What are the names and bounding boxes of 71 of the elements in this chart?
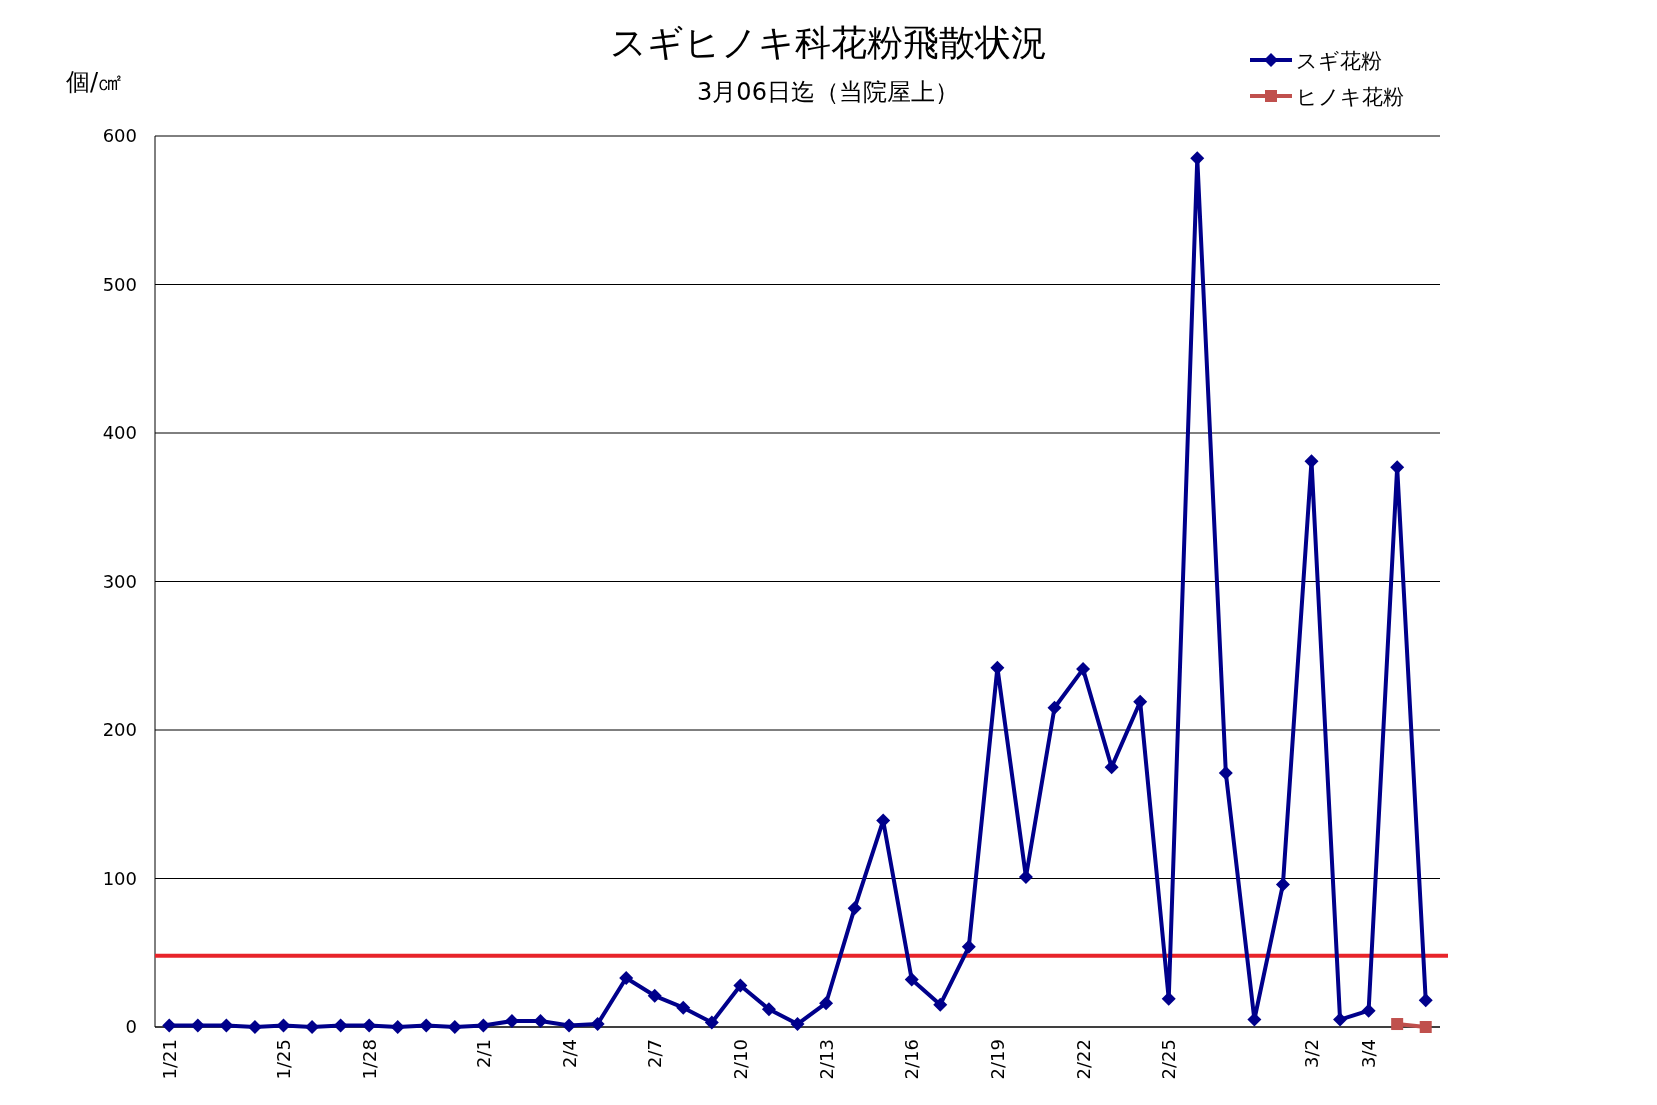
chart-title: スギヒノキ科花粉飛散状況	[609, 22, 1047, 63]
x-tick-label: 2/10	[729, 1039, 751, 1080]
point	[619, 971, 634, 985]
point	[504, 1014, 519, 1029]
point	[305, 1020, 320, 1034]
x-tick-label: 2/13	[815, 1039, 837, 1080]
point	[1361, 1003, 1376, 1018]
point	[1047, 700, 1062, 715]
point	[790, 1017, 805, 1032]
point	[1104, 760, 1119, 775]
x-tick-label: 3/4	[1358, 1039, 1380, 1068]
x-tick-label: 2/4	[558, 1039, 580, 1068]
point	[961, 939, 976, 954]
y-tick-label: 0	[125, 1016, 137, 1037]
point	[1304, 454, 1319, 469]
point	[362, 1018, 377, 1033]
point	[1418, 993, 1433, 1008]
x-tick-label: 1/28	[358, 1039, 380, 1080]
point	[447, 1020, 462, 1034]
point	[1391, 1018, 1404, 1031]
point	[990, 660, 1005, 675]
x-tick-label: 2/25	[1158, 1039, 1180, 1080]
x-tick-label: 2/19	[986, 1039, 1008, 1080]
x-tick-label: 1/21	[158, 1039, 180, 1080]
y-tick-label: 100	[102, 867, 137, 889]
point	[647, 988, 662, 1003]
y-tick-label: 600	[102, 125, 137, 146]
x-tick-label: 2/16	[901, 1039, 923, 1080]
y-tick-label: 300	[102, 570, 137, 592]
point	[1076, 662, 1091, 677]
point	[276, 1018, 291, 1033]
legend-label: ヒノキ花粉	[1296, 85, 1404, 109]
x-tick-label: 2/22	[1072, 1039, 1094, 1080]
point	[162, 1018, 177, 1033]
point	[533, 1014, 548, 1029]
x-tick-label: 1/25	[273, 1039, 294, 1080]
point	[190, 1018, 205, 1033]
point	[562, 1018, 577, 1033]
point	[390, 1020, 405, 1034]
point	[933, 997, 948, 1012]
point	[1161, 991, 1176, 1006]
chart-subtitle: 3月06日迄（当院屋上）	[697, 78, 959, 106]
point	[1218, 766, 1233, 781]
point	[904, 972, 919, 987]
legend-label: スギ花粉	[1296, 49, 1382, 73]
point	[333, 1018, 348, 1033]
point	[1190, 151, 1205, 166]
point	[1333, 1012, 1348, 1027]
point	[761, 1002, 776, 1017]
point	[704, 1015, 719, 1030]
y-tick-label: 400	[102, 422, 137, 443]
point	[819, 996, 834, 1011]
point	[1275, 877, 1290, 892]
point	[733, 978, 748, 993]
point	[590, 1017, 605, 1032]
x-tick-label: 2/7	[644, 1039, 666, 1068]
point	[1133, 694, 1148, 709]
point	[219, 1018, 234, 1033]
x-tick-label: 3/2	[1301, 1039, 1322, 1068]
point	[419, 1018, 434, 1033]
point	[847, 901, 862, 916]
x-tick-label: 2/1	[472, 1039, 494, 1068]
point	[676, 1000, 691, 1015]
y-tick-label: 500	[102, 273, 137, 295]
y-axis-title: 個/㎠	[66, 68, 123, 96]
point	[1018, 870, 1033, 885]
y-tick-label: 200	[102, 719, 137, 740]
point	[1419, 1021, 1432, 1033]
point	[247, 1020, 262, 1034]
point	[1390, 460, 1405, 475]
point	[476, 1018, 491, 1033]
